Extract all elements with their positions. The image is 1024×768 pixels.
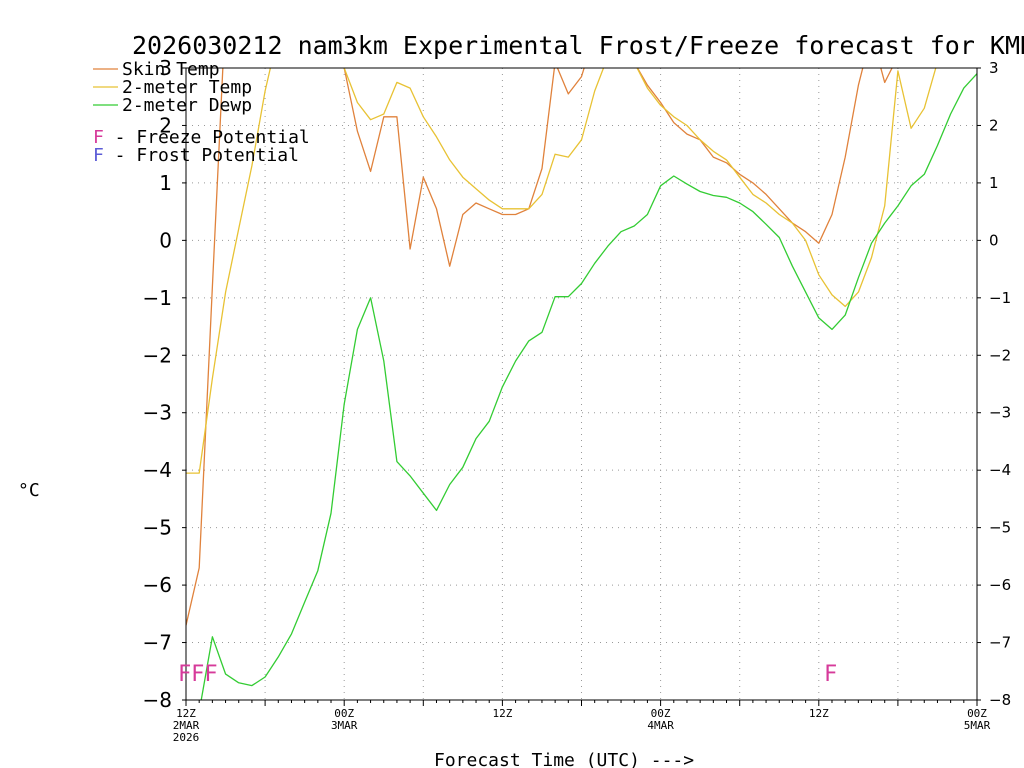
grid-lines: [186, 68, 977, 700]
series-line-skin-temp: [186, 68, 893, 626]
x-tick-label: 12Z: [492, 707, 512, 720]
y-tick-label-right: −3: [989, 404, 1011, 422]
y-tick-label-right: 1: [989, 174, 999, 192]
y-tick-label: 0: [159, 228, 172, 252]
x-tick-label: 4MAR: [647, 719, 674, 732]
chart-title: 2026030212 nam3km Experimental Frost/Fre…: [132, 31, 1024, 60]
y-tick-label: −8: [143, 688, 172, 712]
y-tick-label-right: −6: [989, 576, 1011, 594]
legend-marker-label: F - Frost Potential: [93, 145, 299, 166]
y-tick-label: −7: [143, 631, 172, 655]
x-tick-label: 00Z: [334, 707, 354, 720]
series-line-2-meter-temp: [186, 68, 937, 474]
y-tick-label: 2: [159, 113, 172, 137]
y-tick-label: −2: [143, 343, 172, 367]
y-tick-label-right: −5: [989, 519, 1011, 537]
legend-label: 2-meter Dewp: [122, 95, 252, 116]
freeze-marker: F: [204, 662, 217, 687]
series-line-2-meter-dewp: [200, 73, 977, 700]
y-axis-title: °C: [18, 480, 40, 501]
y-tick-label: −3: [143, 401, 172, 425]
y-tick-label-right: −4: [989, 461, 1011, 479]
y-tick-label-right: −7: [989, 634, 1011, 652]
y-tick-label-right: −1: [989, 289, 1011, 307]
x-tick-label: 2MAR: [173, 719, 200, 732]
y-tick-label-right: 3: [989, 59, 999, 77]
freeze-marker: F: [178, 662, 191, 687]
x-tick-label: 12Z: [809, 707, 829, 720]
y-tick-label: −6: [143, 573, 172, 597]
x-axis-title: Forecast Time (UTC) --->: [434, 750, 694, 768]
y-tick-label: −1: [143, 286, 172, 310]
legend-label: 2-meter Temp: [122, 77, 252, 98]
y-tick-label-right: 0: [989, 231, 999, 249]
plot-frame: [185, 67, 978, 701]
x-tick-label: 00Z: [651, 707, 671, 720]
y-axis-right: −8 −7 −6 −5 −4 −3 −2 −1 0 1 2 3: [977, 59, 1011, 709]
y-tick-label-right: −2: [989, 346, 1011, 364]
freeze-marker: F: [824, 662, 837, 687]
legend-label: Skin Temp: [122, 59, 220, 80]
x-tick-label: 00Z: [967, 707, 987, 720]
y-tick-label-right: −8: [989, 691, 1011, 709]
y-tick-label-right: 2: [989, 116, 999, 134]
y-tick-label: −5: [143, 516, 172, 540]
x-tick-label: 3MAR: [331, 719, 358, 732]
y-tick-label: 3: [159, 56, 172, 80]
x-tick-label: 5MAR: [964, 719, 991, 732]
x-tick-label: 2026: [173, 731, 200, 744]
y-axis-left: −8 −7 −6 −5 −4 −3 −2 −1 0 1 2 3: [143, 56, 186, 712]
y-tick-label: 1: [159, 171, 172, 195]
freeze-marker: F: [191, 662, 204, 687]
x-tick-label: 12Z: [176, 707, 196, 720]
legend-marker-label: F - Freeze Potential: [93, 127, 310, 148]
series-layer: [186, 68, 977, 700]
y-tick-label: −4: [143, 458, 172, 482]
